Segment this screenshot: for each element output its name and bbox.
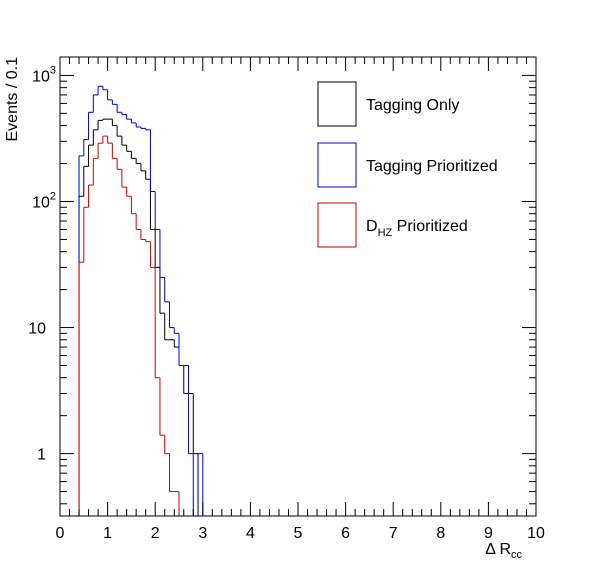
legend-entry-3: DHZ Prioritized — [317, 202, 468, 248]
x-tick-label: 1 — [103, 525, 112, 542]
legend-label: DHZ Prioritized — [366, 218, 468, 239]
axis-ticks — [59, 57, 537, 516]
x-tick-label: 6 — [341, 525, 350, 542]
x-tick-label: 10 — [527, 525, 545, 542]
legend-swatch — [317, 81, 357, 127]
x-tick-label: 5 — [294, 525, 303, 542]
x-tick-label: 0 — [56, 525, 65, 542]
x-tick-label: 3 — [198, 525, 207, 542]
legend-entry-2: Tagging Prioritized — [317, 142, 498, 188]
y-tick-label: 10 — [28, 321, 46, 338]
legend-label: Tagging Prioritized — [366, 158, 498, 175]
axis-tick-labels: 0 1 2 3 4 5 6 7 8 9 10 1 10 102 103 — [28, 64, 545, 542]
series-3-bins — [78, 135, 180, 516]
legend-label: Tagging Only — [366, 97, 459, 114]
series-1-bins — [78, 118, 199, 516]
x-axis-title-main: Δ R — [485, 541, 511, 558]
plot-frame — [59, 56, 537, 517]
x-tick-label: 8 — [436, 525, 445, 542]
y-tick-label: 102 — [32, 190, 56, 211]
legend-swatch — [317, 202, 357, 248]
y-tick-label: 1 — [37, 447, 46, 464]
x-axis-title: Δ Rcc — [485, 541, 522, 561]
x-tick-label: 4 — [246, 525, 255, 542]
y-tick-label: 103 — [32, 64, 56, 85]
histogram-series-layer — [78, 85, 204, 516]
x-axis-title-subscript: cc — [511, 549, 523, 561]
x-tick-label: 9 — [484, 525, 493, 542]
legend: Tagging Only Tagging Prioritized DHZ Prior… — [317, 81, 498, 248]
legend-swatch — [317, 142, 357, 188]
legend-entry-1: Tagging Only — [317, 81, 459, 127]
x-tick-label: 2 — [151, 525, 160, 542]
x-tick-label: 7 — [389, 525, 398, 542]
y-axis-title: Events / 0.1 — [4, 57, 21, 142]
